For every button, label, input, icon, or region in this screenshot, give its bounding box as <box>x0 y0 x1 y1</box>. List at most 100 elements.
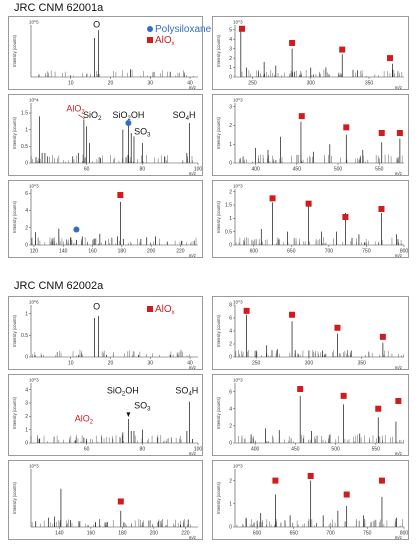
alox-marker <box>334 324 341 331</box>
x-tick-label: 80 <box>140 447 146 453</box>
y-tick-label: 0 <box>229 243 232 249</box>
y-axis-label: Intensity (counts) <box>12 200 17 232</box>
alox-marker <box>379 333 386 340</box>
section-title-62002a: JRC CNM 62002a <box>14 280 104 292</box>
x-tick-label: 200 <box>150 531 159 537</box>
alox-marker <box>289 39 296 46</box>
x-tick-label: 650 <box>290 531 299 537</box>
peak-annotation: O <box>93 301 100 311</box>
alox-marker <box>269 195 276 202</box>
alox-marker <box>343 491 350 498</box>
section-title-62001a: JRC CNM 62001a <box>14 2 104 14</box>
alox-marker <box>289 311 296 318</box>
x-axis-label: m/z <box>189 451 197 456</box>
y-tick-label: 1.5 <box>21 111 28 117</box>
y-axis-label: Intensity (counts) <box>12 34 17 66</box>
y-tick-label: 2 <box>229 478 232 484</box>
x-tick-label: 20 <box>108 81 114 87</box>
y-axis-label: Intensity (counts) <box>216 116 221 148</box>
x-tick-label: 700 <box>326 531 335 537</box>
x-axis-label: m/z <box>395 171 403 176</box>
legend-alox-marker <box>147 37 153 43</box>
x-tick-label: 220 <box>176 249 185 255</box>
x-tick-label: 600 <box>253 531 262 537</box>
x-tick-label: 700 <box>325 249 334 255</box>
peak-annotation: AlO2 <box>75 414 94 426</box>
x-axis-label: m/z <box>395 253 403 258</box>
y-tick-label: 2 <box>229 424 232 430</box>
y-tick-label: 0 <box>229 161 232 167</box>
alox-marker <box>378 477 385 484</box>
y-tick-label: 8 <box>229 303 232 309</box>
alox-marker <box>342 214 349 220</box>
y-tick-label: 0 <box>229 525 232 531</box>
spectrum-svg: 10^4 Intensity (counts) m/z 60 80 100 0 0.5 1 1.5… <box>12 98 202 177</box>
spectrum-panel-b-l1: 10^6 Intensity (counts) m/z 10 20 30 40 0 0.5 1 O A… <box>8 296 203 370</box>
x-tick-label: 500 <box>331 447 340 453</box>
x-tick-label: 60 <box>84 447 90 453</box>
x-tick-label: 10 <box>68 81 74 87</box>
x-axis-label: m/z <box>189 535 197 540</box>
x-tick-label: 30 <box>148 361 154 367</box>
spectrum-panel-b-r2: 10^3 Intensity (counts) m/z 400 450 500 550 0 2 4… <box>212 374 409 456</box>
y-tick-label: 1 <box>25 311 28 317</box>
y-tick-label: 1 <box>229 142 232 148</box>
x-tick-label: 220 <box>181 531 190 537</box>
spectrum-svg: 10^3 Intensity (counts) m/z 600 650 700 750 800… <box>216 464 408 541</box>
alox-marker <box>272 477 279 484</box>
y-tick-label: 4 <box>25 208 28 214</box>
spectrum-svg: 10^3 Intensity (counts) m/z 60 80 100 0 1 2 3 4 AlO… <box>12 378 203 457</box>
spectrum-svg: 10^3 Intensity (counts) m/z 400 450 500 550 0 2 4… <box>216 378 404 456</box>
y-tick-label: 4 <box>25 387 28 393</box>
x-tick-label: 100 <box>194 447 203 453</box>
x-tick-label: 450 <box>291 447 300 453</box>
peak-annotation: SO3 <box>134 400 151 412</box>
x-tick-label: 40 <box>187 361 193 367</box>
y-axis-label: Intensity (counts) <box>216 396 221 428</box>
y-tick-label: 1.5 <box>225 203 232 209</box>
peak-annotation: SO3 <box>134 127 151 139</box>
x-tick-label: 550 <box>372 447 381 453</box>
x-tick-label: 300 <box>305 361 314 367</box>
y-tick-label: 2 <box>229 123 232 129</box>
y-exponent-label: 10^4 <box>29 98 39 103</box>
x-tick-label: 300 <box>307 81 316 87</box>
spectrum-panel-a-r2: 10^3 Intensity (counts) m/z 400 450 500 550 0 1 2… <box>212 94 409 176</box>
alox-marker <box>243 307 250 314</box>
y-tick-label: 1 <box>25 427 28 433</box>
x-tick-label: 10 <box>68 361 74 367</box>
y-axis-label: Intensity (counts) <box>12 396 17 428</box>
x-tick-label: 20 <box>108 361 114 367</box>
x-tick-label: 140 <box>59 249 68 255</box>
x-tick-label: 80 <box>140 167 146 173</box>
alox-marker <box>375 405 382 412</box>
x-tick-label: 60 <box>84 167 90 173</box>
y-tick-label: 6 <box>229 389 232 395</box>
y-tick-label: 6 <box>229 316 232 322</box>
y-tick-label: 0 <box>25 441 28 447</box>
y-tick-label: 2 <box>229 56 232 62</box>
x-tick-label: 800 <box>400 249 409 255</box>
y-tick-label: 0 <box>25 243 28 249</box>
y-tick-label: 0 <box>229 355 232 361</box>
y-exponent-label: 10^3 <box>29 378 39 383</box>
x-axis-label: m/z <box>395 451 403 456</box>
alox-marker <box>297 386 304 392</box>
peak-annotation: SiO2OH <box>112 110 144 122</box>
x-tick-label: 400 <box>251 447 260 453</box>
y-tick-label: 6 <box>25 191 28 197</box>
x-tick-label: 750 <box>362 249 371 255</box>
y-tick-label: 2 <box>229 342 232 348</box>
spectrum-panel-a-l1: 10^5 Intensity (counts) m/z 10 20 30 40 O Polysi… <box>8 16 212 90</box>
y-exponent-label: 10^3 <box>233 378 243 383</box>
x-tick-label: 750 <box>363 531 372 537</box>
y-axis-label: Intensity (counts) <box>216 314 221 346</box>
legend-alox-marker <box>147 306 153 312</box>
alox-marker <box>387 55 394 62</box>
y-exponent-label: 10^3 <box>29 464 39 469</box>
y-axis-label: Intensity (counts) <box>12 314 17 346</box>
spectrum-panel-a-r1: 10^3 Intensity (counts) m/z 250 300 350 0 1 2 3 4 5 <box>212 16 409 90</box>
y-tick-label: 1 <box>229 502 232 508</box>
spectrum-panel-b-l2: 10^3 Intensity (counts) m/z 60 80 100 0 1 2 3 4 AlO… <box>8 374 203 456</box>
y-tick-label: 0 <box>25 355 28 361</box>
